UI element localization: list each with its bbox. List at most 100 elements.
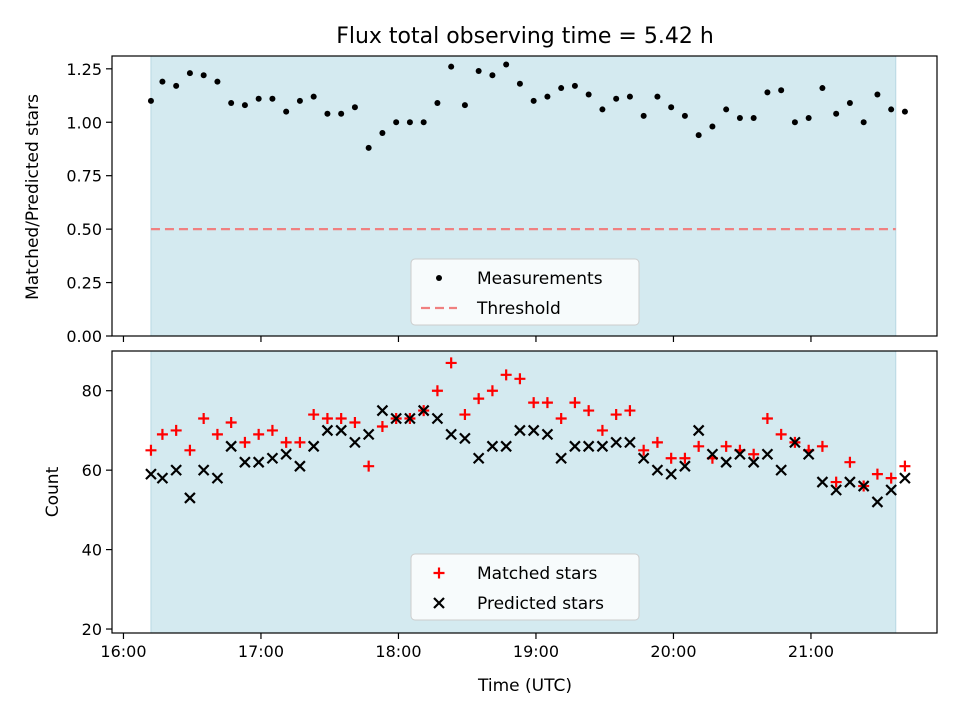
predicted-star-point <box>431 412 444 425</box>
measurement-point <box>228 100 235 107</box>
x-tick-label: 20:00 <box>650 642 696 661</box>
y-tick-label: 0.75 <box>66 167 102 186</box>
matched-star-point <box>541 397 553 409</box>
x-tick-label: 21:00 <box>788 642 834 661</box>
matched-star-point <box>638 444 650 456</box>
matched-star-point <box>748 448 760 460</box>
matched-star-point <box>363 460 375 472</box>
measurement-point <box>351 104 358 111</box>
measurement-point <box>283 108 290 115</box>
measurement-point <box>874 91 881 98</box>
measurement-point <box>324 110 331 117</box>
measurement-point <box>846 100 853 107</box>
bottom-y-axis-label: Count <box>43 466 63 517</box>
measurement-point <box>448 63 455 70</box>
legend-marker-measurements <box>436 275 442 281</box>
matched-star-point <box>459 409 471 421</box>
measurement-point <box>778 87 785 94</box>
predicted-star-point <box>156 472 169 484</box>
count-legend: Matched stars Predicted stars <box>410 553 640 621</box>
predicted-star-point <box>885 484 897 496</box>
matched-star-point <box>145 444 157 456</box>
measurement-point <box>860 119 867 126</box>
matched-star-point <box>431 385 443 397</box>
measurement-point <box>310 93 317 100</box>
predicted-star-point <box>445 428 457 441</box>
predicted-star-point <box>802 448 815 461</box>
predicted-star-point <box>610 436 622 449</box>
measurement-point <box>640 112 647 119</box>
matched-star-point <box>500 369 512 381</box>
matched-star-point <box>156 428 168 440</box>
matched-star-point <box>871 468 883 480</box>
predicted-star-point <box>596 440 609 453</box>
predicted-star-point <box>871 496 884 508</box>
predicted-star-point <box>486 440 499 453</box>
matched-star-point <box>486 385 498 397</box>
predicted-star-point <box>582 440 595 453</box>
measurement-point <box>461 102 468 109</box>
legend-box <box>410 258 640 326</box>
predicted-star-point <box>857 480 870 492</box>
matched-star-point <box>761 413 773 425</box>
predicted-star-point <box>321 424 334 437</box>
measurement-point <box>626 93 633 100</box>
matched-star-point <box>514 373 526 385</box>
legend-label-measurements: Measurements <box>477 269 603 289</box>
legend-box <box>410 553 640 621</box>
measurement-point <box>214 78 221 85</box>
legend-label-matched: Matched stars <box>477 564 597 584</box>
top-y-axis-label: Matched/Predicted stars <box>23 94 43 300</box>
predicted-star-point <box>500 440 512 453</box>
predicted-star-point <box>390 412 402 425</box>
predicted-star-point <box>624 436 636 449</box>
matched-star-point <box>569 397 581 409</box>
predicted-star-point <box>692 424 705 437</box>
measurement-point <box>365 144 372 151</box>
legend-label-threshold: Threshold <box>476 299 561 319</box>
axes-frame <box>111 55 938 337</box>
measurement-point <box>516 80 523 87</box>
axes-frame <box>111 350 938 634</box>
measurement-point <box>338 110 345 117</box>
matched-star-point <box>294 436 306 448</box>
measurement-point <box>668 104 675 111</box>
measurement-point <box>888 106 895 113</box>
predicted-star-point <box>514 424 526 437</box>
measurement-point <box>269 95 276 102</box>
predicted-star-point <box>197 464 210 476</box>
y-tick-label: 0.50 <box>66 220 102 239</box>
matched-star-point <box>225 416 237 428</box>
measurement-point <box>585 91 592 98</box>
predicted-star-point <box>280 448 292 461</box>
measurement-point <box>475 67 482 74</box>
predicted-star-point <box>417 404 430 417</box>
predicted-star-point <box>349 436 361 449</box>
legend-label-predicted: Predicted stars <box>477 594 604 614</box>
measurement-point <box>599 106 606 113</box>
predicted-star-point <box>665 468 677 480</box>
matched-star-point <box>335 413 347 425</box>
measurement-point <box>186 70 193 77</box>
matched-star-point <box>899 460 911 472</box>
x-tick-label: 19:00 <box>513 642 559 661</box>
matched-star-point <box>280 436 292 448</box>
matched-star-point <box>308 409 320 421</box>
measurement-point <box>750 114 757 121</box>
matched-star-point <box>321 413 333 425</box>
count-panel: 20 40 60 80 16:00 17:00 18:00 19:00 20:00 21:00 Ma… <box>82 350 938 661</box>
matched-star-point <box>211 428 223 440</box>
predicted-star-point <box>637 452 650 465</box>
ratio-panel: 0.00 0.25 0.50 0.75 1.00 1.25 Measurements Thre… <box>66 55 938 346</box>
predicted-star-point <box>527 424 540 437</box>
matched-star-point <box>885 472 897 484</box>
predicted-star-point <box>747 456 760 468</box>
y-tick-label: 60 <box>82 461 102 480</box>
measurement-point <box>544 93 551 100</box>
measurement-point <box>379 129 386 136</box>
predicted-star-point <box>844 476 856 488</box>
predicted-star-point <box>459 432 471 445</box>
measurement-point <box>709 123 716 130</box>
matched-star-point <box>665 452 677 464</box>
